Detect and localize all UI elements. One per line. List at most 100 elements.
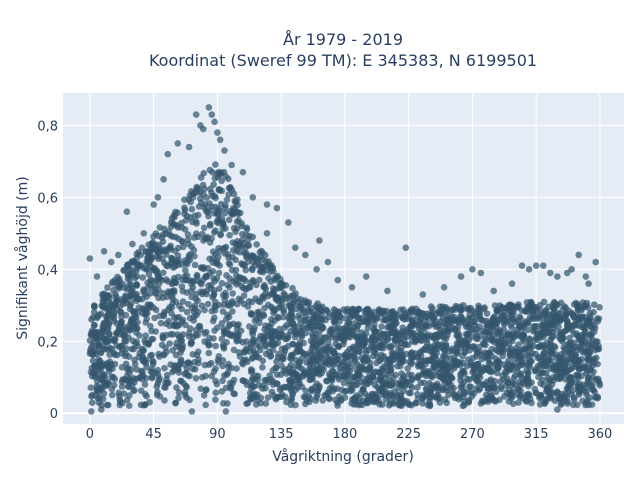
data-point: [543, 369, 550, 377]
data-point: [205, 212, 212, 220]
data-points: [86, 104, 604, 415]
data-point: [431, 346, 439, 354]
data-point: [204, 300, 212, 308]
data-point: [232, 199, 239, 206]
data-point: [122, 292, 129, 300]
data-point: [569, 364, 576, 372]
data-point: [511, 372, 519, 380]
data-point: [218, 320, 226, 327]
data-point: [225, 363, 232, 371]
data-point: [223, 196, 231, 204]
data-point: [479, 381, 487, 389]
data-point: [212, 227, 219, 234]
data-point: [571, 357, 579, 364]
data-point: [183, 383, 190, 391]
data-point: [253, 257, 260, 265]
data-point: [257, 399, 265, 407]
data-point: [273, 394, 281, 402]
data-point: [212, 377, 219, 385]
data-point: [246, 389, 254, 397]
data-point: [197, 288, 204, 296]
data-point: [162, 276, 170, 283]
data-point: [353, 400, 360, 408]
data-point: [473, 385, 480, 392]
data-point: [197, 122, 204, 129]
data-point: [188, 408, 196, 415]
x-tick-label: 135: [269, 427, 294, 442]
data-point: [311, 383, 319, 391]
data-point: [151, 314, 158, 322]
data-point: [420, 369, 427, 377]
data-point: [178, 283, 186, 290]
data-point: [425, 369, 432, 377]
data-point: [187, 340, 195, 348]
data-point: [150, 304, 157, 311]
data-point: [316, 328, 323, 335]
data-point: [278, 345, 286, 353]
data-point: [507, 351, 514, 358]
data-point: [218, 388, 226, 395]
data-point: [309, 330, 316, 338]
data-point: [169, 256, 176, 263]
data-point: [226, 321, 234, 328]
data-point: [109, 365, 116, 373]
data-point: [199, 276, 207, 284]
data-point: [108, 385, 116, 393]
data-point: [592, 258, 599, 266]
data-point: [103, 338, 110, 345]
data-point: [143, 257, 151, 265]
data-point: [313, 312, 320, 320]
data-point: [514, 318, 522, 326]
data-point: [159, 335, 167, 342]
data-point: [512, 348, 519, 355]
data-point: [202, 401, 209, 409]
data-point: [219, 377, 226, 385]
data-point: [106, 351, 113, 359]
data-point: [401, 316, 409, 323]
data-point: [469, 266, 476, 273]
y-tick-label: 0,6: [37, 191, 58, 206]
data-point: [123, 299, 130, 307]
data-point: [205, 349, 213, 357]
data-point: [145, 340, 152, 347]
data-point: [372, 328, 379, 336]
data-point: [525, 390, 532, 398]
data-point: [199, 181, 207, 189]
data-point: [169, 331, 177, 338]
data-point: [144, 301, 152, 308]
data-point: [147, 290, 154, 297]
data-point: [528, 357, 535, 365]
data-point: [181, 226, 189, 233]
data-point: [145, 271, 153, 278]
data-point: [248, 376, 256, 384]
data-point: [183, 394, 190, 401]
data-point: [522, 375, 529, 383]
data-point: [184, 372, 192, 379]
data-point: [172, 279, 179, 286]
data-point: [313, 369, 321, 377]
data-point: [249, 331, 257, 338]
data-point: [278, 356, 286, 363]
data-point: [178, 305, 185, 313]
data-point: [268, 388, 276, 396]
data-point: [248, 265, 256, 272]
data-point: [166, 340, 173, 347]
data-point: [371, 321, 378, 328]
data-point: [520, 322, 528, 329]
data-point: [514, 391, 522, 398]
data-point: [255, 308, 263, 316]
data-point: [219, 357, 227, 364]
data-point: [221, 209, 229, 217]
data-point: [456, 305, 464, 312]
data-point: [100, 298, 108, 305]
data-point: [110, 373, 117, 381]
data-point: [148, 374, 156, 382]
data-point: [123, 396, 131, 404]
data-point: [232, 266, 240, 274]
data-point: [590, 308, 597, 316]
data-point: [565, 359, 573, 367]
data-point: [97, 383, 105, 391]
data-point: [516, 382, 524, 390]
data-point: [501, 368, 509, 376]
data-point: [466, 383, 473, 390]
